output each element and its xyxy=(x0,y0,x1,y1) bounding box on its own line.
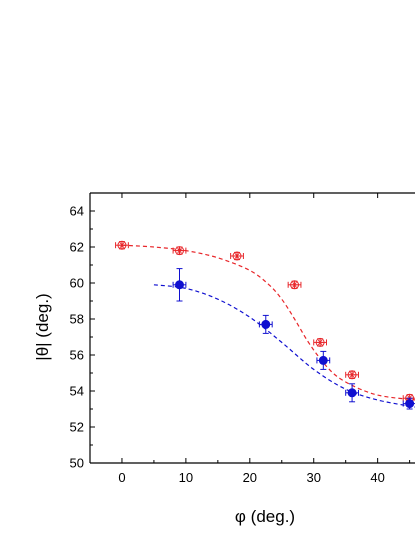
data-point xyxy=(172,246,187,256)
y-tick-label: 54 xyxy=(70,384,84,399)
y-tick-label: 56 xyxy=(70,348,84,363)
plot-content xyxy=(115,240,415,410)
y-tick-label: 60 xyxy=(70,276,84,291)
axes: 0 10 20 30 40 50 52 54 56 58 60 62 64 xyxy=(70,192,415,485)
y-tick-label: 58 xyxy=(70,312,84,327)
x-tick-label: 20 xyxy=(243,470,257,485)
x-axis-title: φ (deg.) xyxy=(235,507,295,526)
data-point xyxy=(230,251,244,261)
y-tick-label: 50 xyxy=(70,456,84,471)
data-point xyxy=(172,268,187,302)
data-point xyxy=(313,337,328,347)
y-tick-label: 52 xyxy=(70,420,84,435)
x-tick-label: 30 xyxy=(306,470,320,485)
data-point xyxy=(402,397,415,410)
y-tick-label: 64 xyxy=(70,204,84,219)
data-point xyxy=(345,370,359,380)
data-point xyxy=(258,314,273,334)
point-marker xyxy=(405,399,415,409)
data-point xyxy=(316,350,331,370)
point-marker xyxy=(290,280,300,290)
y-tick-label: 62 xyxy=(70,240,84,255)
x-tick-label: 0 xyxy=(118,470,125,485)
point-marker xyxy=(318,355,328,365)
point-marker xyxy=(315,337,325,347)
point-marker xyxy=(232,251,242,261)
fit-curve-2 xyxy=(153,284,415,408)
plot-area xyxy=(115,240,415,410)
point-marker xyxy=(174,246,184,256)
asterisk-stroke xyxy=(349,371,355,378)
x-tick-label: 40 xyxy=(370,470,384,485)
asterisk-stroke xyxy=(177,247,182,254)
asterisk-stroke xyxy=(292,281,297,288)
data-point xyxy=(345,383,359,403)
data-point xyxy=(287,280,302,290)
asterisk-stroke xyxy=(119,242,125,249)
point-marker xyxy=(347,388,357,398)
data-point xyxy=(115,240,129,250)
asterisk-stroke xyxy=(234,253,240,259)
point-marker xyxy=(261,319,271,329)
y-axis-title: |θ| (deg.) xyxy=(33,293,52,360)
fit-curve-1 xyxy=(121,244,415,401)
point-marker xyxy=(347,370,357,380)
point-marker xyxy=(117,240,127,250)
point-marker xyxy=(174,280,184,290)
asterisk-stroke xyxy=(317,339,323,346)
x-tick-label: 10 xyxy=(179,470,193,485)
